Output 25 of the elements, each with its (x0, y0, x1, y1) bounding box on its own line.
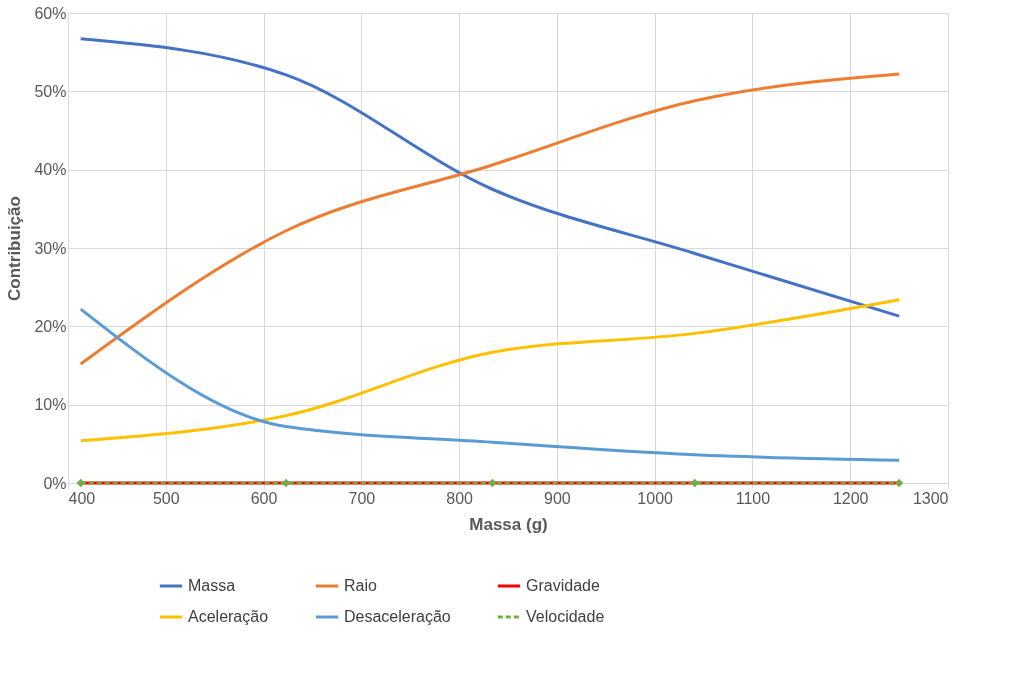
x-tick-label: 1100 (735, 489, 771, 507)
x-axis-title: Massa (g) (469, 514, 548, 534)
legend-label: Velocidade (526, 608, 605, 625)
y-tick-label: 30% (34, 239, 67, 257)
y-tick-label: 50% (34, 82, 67, 100)
x-tick-label: 1300 (912, 489, 949, 507)
y-tick-label: 10% (34, 396, 67, 414)
x-tick-label: 400 (68, 489, 96, 507)
x-tick-label: 800 (446, 489, 474, 507)
legend-label: Gravidade (526, 577, 600, 594)
y-tick-label: 20% (34, 317, 67, 335)
x-tick-label: 700 (348, 489, 376, 507)
y-tick-label: 0% (43, 474, 67, 492)
legend-label: Massa (188, 577, 236, 594)
x-tick-label: 500 (152, 489, 180, 507)
y-axis-title: Contribuição (5, 196, 25, 301)
x-tick-label: 1000 (637, 489, 674, 507)
legend-label: Raio (344, 577, 378, 594)
legend-label: Aceleração (188, 608, 269, 625)
x-tick-label: 900 (544, 489, 571, 507)
x-tick-label: 1200 (832, 489, 869, 507)
y-tick-label: 60% (34, 4, 67, 22)
legend-label: Desaceleração (344, 608, 451, 625)
y-tick-label: 40% (34, 161, 67, 179)
x-tick-label: 600 (250, 489, 278, 507)
